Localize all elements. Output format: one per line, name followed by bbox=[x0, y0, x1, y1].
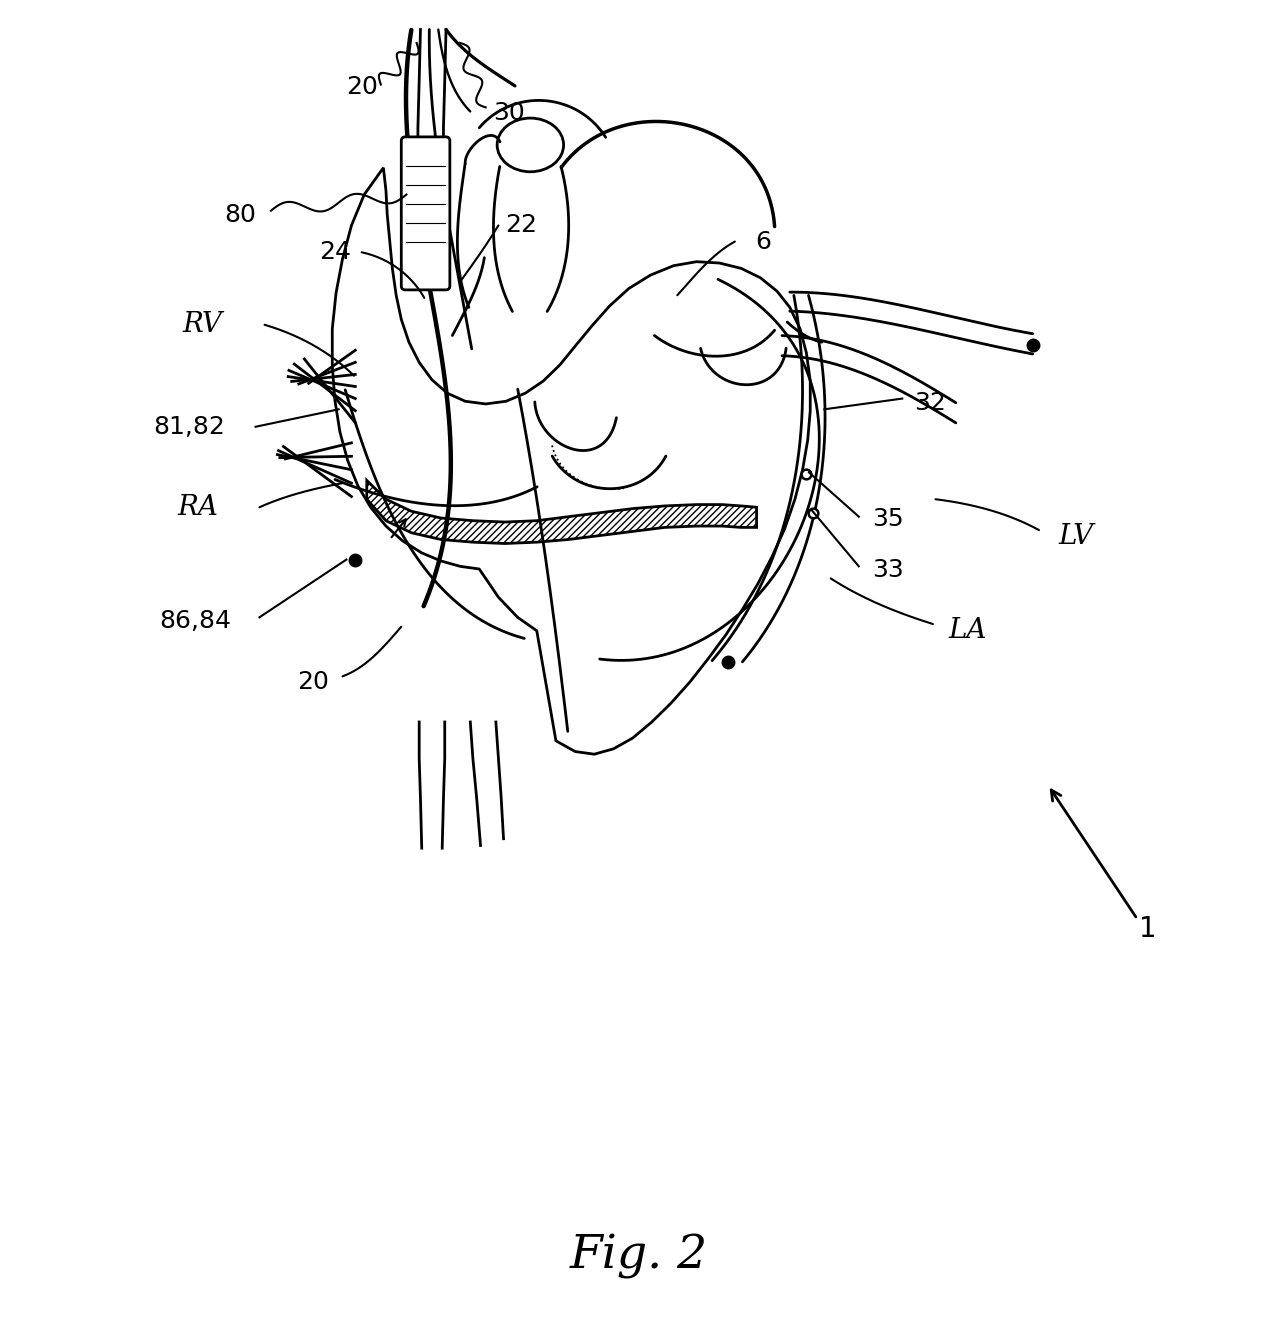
Ellipse shape bbox=[497, 118, 564, 172]
Text: RV: RV bbox=[181, 311, 222, 338]
Text: 20: 20 bbox=[298, 670, 328, 694]
Polygon shape bbox=[332, 168, 810, 754]
Text: 86,84: 86,84 bbox=[160, 609, 231, 633]
Text: 32: 32 bbox=[915, 391, 946, 415]
Text: RA: RA bbox=[178, 494, 219, 521]
Text: 35: 35 bbox=[873, 507, 904, 531]
Text: 33: 33 bbox=[873, 558, 904, 582]
Text: 22: 22 bbox=[505, 213, 538, 238]
Text: 81,82: 81,82 bbox=[153, 415, 225, 439]
Text: LV: LV bbox=[1058, 523, 1094, 550]
Text: LA: LA bbox=[948, 617, 987, 644]
Text: 20: 20 bbox=[346, 75, 377, 99]
FancyBboxPatch shape bbox=[401, 137, 450, 290]
Text: 6: 6 bbox=[755, 229, 771, 254]
Text: 1: 1 bbox=[1139, 915, 1157, 942]
Text: 30: 30 bbox=[493, 101, 524, 125]
Text: Fig. 2: Fig. 2 bbox=[570, 1233, 708, 1279]
Text: 24: 24 bbox=[318, 240, 351, 264]
Text: 80: 80 bbox=[225, 203, 256, 227]
